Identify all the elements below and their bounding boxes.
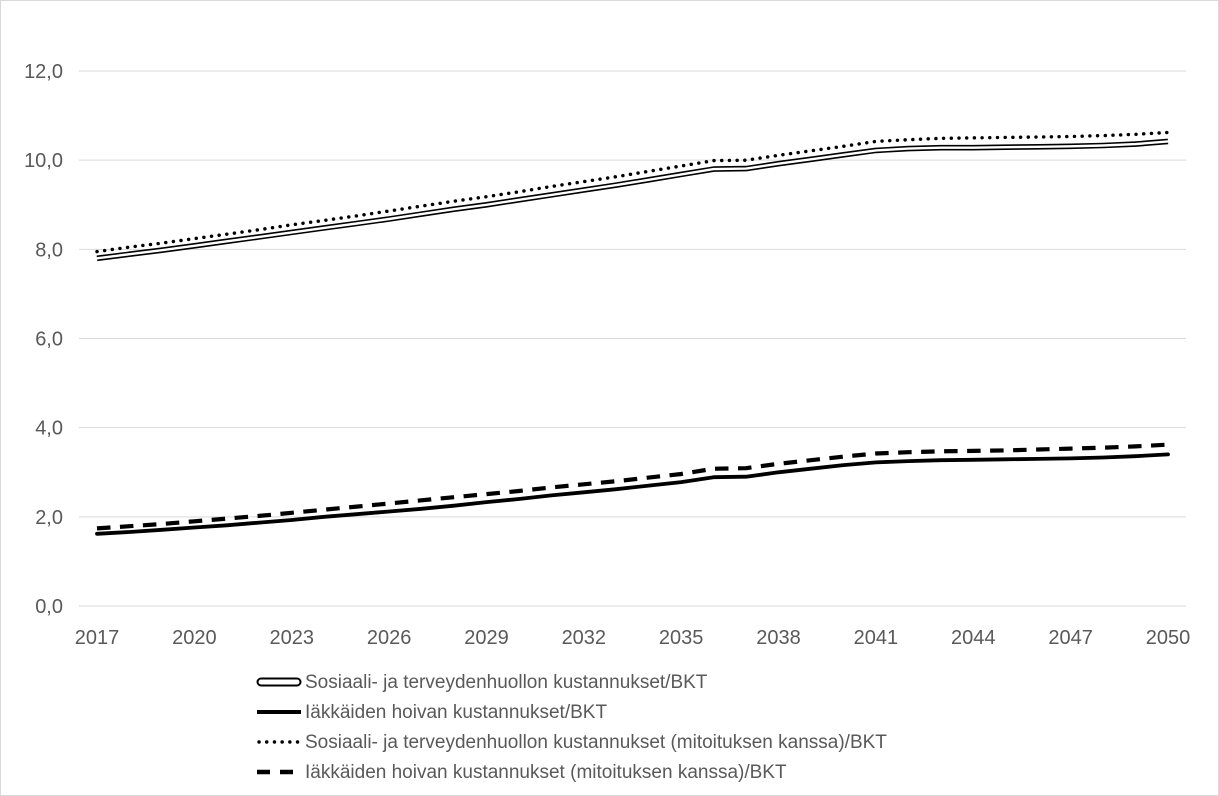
chart-legend: Sosiaali- ja terveydenhuollon kustannuks… bbox=[256, 667, 887, 787]
legend-item-hoiva-mitoitus: Iäkkäiden hoivan kustannukset (mitoituks… bbox=[256, 757, 887, 787]
x-axis-tick-label: 2047 bbox=[1048, 627, 1093, 649]
x-axis-tick-label: 2020 bbox=[172, 627, 217, 649]
y-axis-tick-label: 10,0 bbox=[24, 150, 63, 172]
x-axis-tick-label: 2035 bbox=[659, 627, 704, 649]
y-axis-tick-label: 6,0 bbox=[35, 329, 63, 351]
solid-line-marker-icon bbox=[257, 710, 301, 714]
x-axis-tick-label: 2026 bbox=[367, 627, 412, 649]
series-line-solid bbox=[95, 452, 1170, 536]
y-axis-tick-label: 4,0 bbox=[35, 418, 63, 440]
x-axis-tick-label: 2017 bbox=[75, 627, 120, 649]
legend-label-hoiva-mitoitus: Iäkkäiden hoivan kustannukset (mitoituks… bbox=[305, 761, 787, 783]
y-axis-tick-label: 2,0 bbox=[35, 507, 63, 529]
line-chart: 0,0 2,0 4,0 6,0 8,0 10,0 12,0 2017 2020 2023 2026 2… bbox=[24, 61, 1191, 649]
double-line-marker-icon bbox=[256, 677, 302, 687]
legend-label-sote: Sosiaali- ja terveydenhuollon kustannuks… bbox=[305, 671, 708, 693]
series-line-dashed bbox=[96, 442, 1169, 531]
y-axis-tick-label: 8,0 bbox=[35, 239, 63, 261]
x-axis-tick-label: 2032 bbox=[562, 627, 607, 649]
x-axis-tick-label: 2038 bbox=[756, 627, 801, 649]
legend-item-sote: Sosiaali- ja terveydenhuollon kustannuks… bbox=[256, 667, 887, 697]
series-line-double-outer bbox=[96, 138, 1169, 262]
x-axis-tick-label: 2023 bbox=[269, 627, 314, 649]
x-axis-tick-label: 2029 bbox=[464, 627, 509, 649]
series-line-dotted bbox=[95, 130, 1170, 254]
legend-label-hoiva: Iäkkäiden hoivan kustannukset/BKT bbox=[305, 701, 608, 723]
x-axis-tick-label: 2041 bbox=[854, 627, 899, 649]
dashed-line-marker-icon bbox=[257, 769, 301, 775]
x-axis-tick-label: 2050 bbox=[1146, 627, 1191, 649]
x-axis-tick-label: 2044 bbox=[951, 627, 996, 649]
series-line-double-inner bbox=[96, 140, 1169, 260]
dotted-line-marker-icon bbox=[257, 740, 302, 744]
legend-item-sote-mitoitus: Sosiaali- ja terveydenhuollon kustannuks… bbox=[256, 727, 887, 757]
y-axis-tick-label: 12,0 bbox=[24, 61, 63, 83]
y-axis-tick-label: 0,0 bbox=[35, 596, 63, 618]
legend-label-sote-mitoitus: Sosiaali- ja terveydenhuollon kustannuks… bbox=[305, 731, 887, 753]
legend-item-hoiva: Iäkkäiden hoivan kustannukset/BKT bbox=[256, 697, 887, 727]
